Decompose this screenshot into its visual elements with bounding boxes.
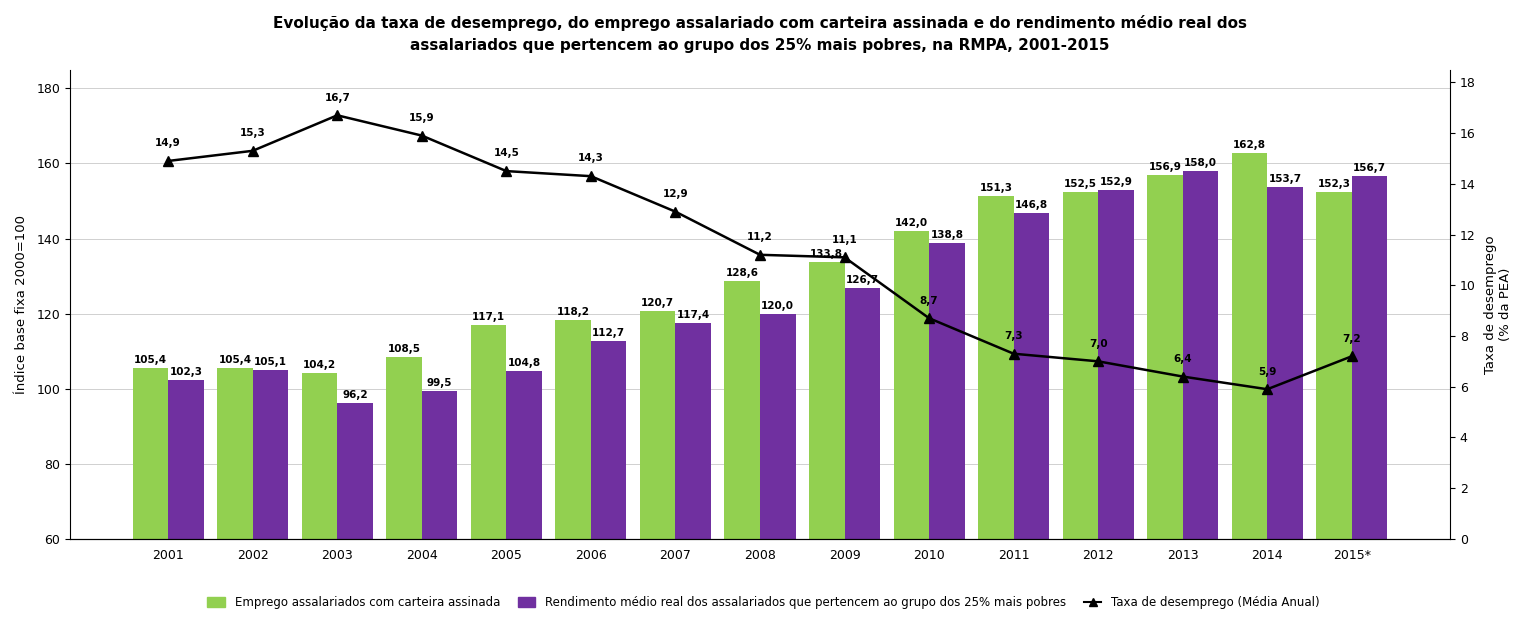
Bar (1147, 175, 1183, 539)
Text: 117,4: 117,4 (676, 311, 710, 321)
Text: 6,4: 6,4 (1173, 354, 1193, 364)
Bar (591, 341, 626, 539)
Bar (217, 368, 253, 539)
Text: 152,5: 152,5 (1064, 179, 1096, 188)
Bar (1351, 176, 1388, 539)
Bar (1063, 192, 1098, 539)
Text: 158,0: 158,0 (1183, 158, 1217, 168)
Bar (979, 196, 1014, 539)
Bar (1098, 190, 1133, 539)
Text: 105,4: 105,4 (134, 355, 166, 365)
Bar (470, 324, 507, 539)
Bar (302, 373, 337, 539)
Bar (133, 368, 168, 539)
Text: 162,8: 162,8 (1232, 140, 1266, 150)
Bar (1183, 171, 1219, 539)
Bar (1014, 213, 1049, 539)
Bar (1316, 192, 1351, 539)
Text: 99,5: 99,5 (428, 378, 452, 388)
Bar (337, 403, 373, 539)
Bar (724, 281, 760, 539)
Text: 105,1: 105,1 (253, 356, 287, 366)
Bar (253, 370, 289, 539)
Text: 128,6: 128,6 (725, 268, 759, 278)
Text: 152,3: 152,3 (1318, 179, 1350, 189)
Text: 14,9: 14,9 (156, 138, 182, 148)
Text: 105,4: 105,4 (218, 355, 252, 365)
Bar (675, 324, 712, 539)
Text: 96,2: 96,2 (342, 390, 368, 400)
Text: 138,8: 138,8 (930, 230, 964, 240)
Text: 112,7: 112,7 (592, 328, 625, 338)
Text: 7,3: 7,3 (1005, 331, 1023, 341)
Text: 16,7: 16,7 (324, 92, 350, 103)
Text: 5,9: 5,9 (1258, 366, 1277, 376)
Text: 120,0: 120,0 (762, 301, 794, 311)
Text: 126,7: 126,7 (846, 275, 880, 285)
Text: 146,8: 146,8 (1015, 200, 1048, 210)
Bar (386, 357, 421, 539)
Text: 156,7: 156,7 (1353, 163, 1387, 173)
Bar (640, 311, 675, 539)
Bar (556, 321, 591, 539)
Text: 153,7: 153,7 (1269, 174, 1301, 184)
Text: 117,1: 117,1 (472, 311, 505, 322)
Text: 152,9: 152,9 (1099, 177, 1133, 187)
Bar (168, 380, 203, 539)
Text: 151,3: 151,3 (979, 183, 1012, 193)
Text: 11,1: 11,1 (832, 234, 858, 245)
Text: 104,2: 104,2 (302, 360, 336, 370)
Text: 104,8: 104,8 (507, 358, 541, 368)
Text: 14,3: 14,3 (577, 154, 603, 164)
Text: 15,3: 15,3 (240, 128, 266, 138)
Text: 142,0: 142,0 (895, 218, 928, 228)
Text: 133,8: 133,8 (811, 249, 843, 259)
Text: 118,2: 118,2 (557, 308, 589, 317)
Text: 120,7: 120,7 (641, 298, 675, 308)
Text: 7,0: 7,0 (1089, 339, 1107, 348)
Text: 156,9: 156,9 (1148, 162, 1182, 172)
Bar (928, 243, 965, 539)
Bar (421, 391, 457, 539)
Bar (809, 262, 844, 539)
Bar (1232, 153, 1267, 539)
Text: 15,9: 15,9 (409, 113, 435, 123)
Text: 8,7: 8,7 (919, 296, 939, 306)
Bar (893, 231, 928, 539)
Title: Evolução da taxa de desemprego, do emprego assalariado com carteira assinada e d: Evolução da taxa de desemprego, do empre… (273, 15, 1248, 53)
Text: 11,2: 11,2 (747, 232, 773, 242)
Bar (760, 314, 796, 539)
Y-axis label: Taxa de desemprego
(% da PEA): Taxa de desemprego (% da PEA) (1484, 235, 1512, 374)
Bar (1267, 187, 1303, 539)
Text: 108,5: 108,5 (388, 344, 420, 354)
Legend: Emprego assalariados com carteira assinada, Rendimento médio real dos assalariad: Emprego assalariados com carteira assina… (203, 591, 1324, 614)
Text: 14,5: 14,5 (493, 148, 519, 159)
Bar (507, 371, 542, 539)
Y-axis label: Índice base fixa 2000=100: Índice base fixa 2000=100 (15, 215, 27, 394)
Bar (844, 288, 880, 539)
Text: 12,9: 12,9 (663, 189, 689, 199)
Text: 7,2: 7,2 (1342, 334, 1361, 343)
Text: 102,3: 102,3 (169, 367, 203, 377)
